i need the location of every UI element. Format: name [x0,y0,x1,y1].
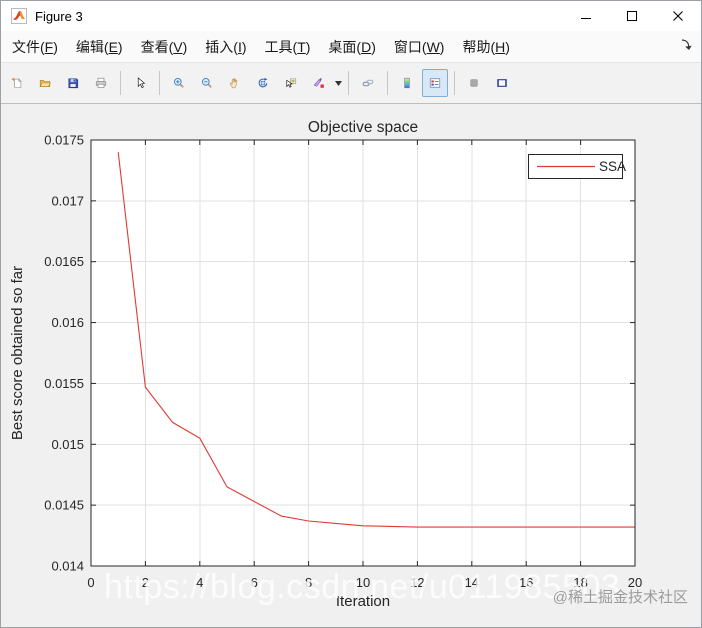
edit-plot-icon [137,77,146,88]
y-tick-label: 0.0175 [44,133,84,148]
print-figure-icon [95,77,107,88]
y-tick-label: 0.0165 [44,254,84,269]
edit-plot-button[interactable] [127,69,153,97]
maximize-icon [627,11,637,21]
open-file-icon [39,80,51,87]
menu-item-edit[interactable]: 编辑(E) [75,38,123,55]
show-plot-tools-button[interactable] [489,69,515,97]
show-plot-tools-icon [497,79,507,87]
y-tick-label: 0.016 [51,315,84,330]
x-tick-label: 12 [410,575,424,590]
menu-bar: 文件(F) 编辑(E) 查看(V) 插入(I) 工具(T) 桌面(D) 窗口(W) 帮助(H) [1,31,701,63]
series-line-ssa [117,152,635,528]
y-tick-label: 0.0155 [44,376,84,391]
x-tick-label: 6 [251,575,258,590]
x-tick-label: 0 [87,575,94,590]
toolbar-separator [159,71,160,95]
menu-item-view[interactable]: 查看(V) [140,38,188,55]
zoom-in-button[interactable] [166,69,192,97]
x-tick-label: 16 [519,575,533,590]
menu-item-insert[interactable]: 插入(I) [205,38,247,55]
x-tick-label: 18 [573,575,587,590]
hide-plot-tools-button[interactable] [461,69,487,97]
menu-item-tools[interactable]: 工具(T) [264,38,311,55]
link-plot-icon [362,79,374,87]
y-tick-label: 0.017 [51,193,84,208]
save-figure-icon [68,78,79,89]
legend[interactable]: SSA [528,154,627,179]
figure-canvas: 0 2 4 6 8 10 12 14 16 18 20 0.014 0.0145 0.015 0.0155 0… [1,104,701,627]
y-tick-label: 0.014 [51,559,84,574]
brush-dropdown-icon[interactable] [333,69,343,97]
x-tick-label: 8 [305,575,312,590]
y-tick-label: 0.0145 [44,498,84,513]
zoom-out-button[interactable] [194,69,220,97]
close-button[interactable] [655,1,701,31]
pan-icon [229,78,238,89]
menu-item-help[interactable]: 帮助(H) [462,38,510,55]
matlab-logo-icon [11,8,27,24]
close-icon [673,11,683,21]
menu-overflow-arrow-icon[interactable] [680,38,693,56]
toolbar-separator [120,71,121,95]
x-tick-label: 2 [142,575,149,590]
minimize-icon [581,18,591,19]
data-cursor-button[interactable] [278,69,304,97]
maximize-button[interactable] [609,1,655,31]
new-figure-icon [11,77,22,88]
toolbar-separator [348,71,349,95]
rotate-3d-icon [258,77,268,88]
pan-button[interactable] [222,69,248,97]
toolbar-separator [454,71,455,95]
x-tick-label: 20 [628,575,642,590]
menu-item-desktop[interactable]: 桌面(D) [328,38,376,55]
insert-legend-button[interactable] [422,69,448,97]
chart-title: Objective space [308,119,418,136]
data-cursor-icon [286,78,297,88]
insert-colorbar-button[interactable] [394,69,420,97]
legend-entry-label: SSA [599,159,626,174]
zoom-in-icon [173,77,184,88]
plot-svg: 0 2 4 6 8 10 12 14 16 18 20 0.014 0.0145 0.015 0.0155 0… [9,119,642,610]
new-figure-button[interactable] [4,69,30,97]
minimize-button[interactable] [563,1,609,31]
brush-data-icon [313,78,324,88]
x-tick-label: 10 [356,575,370,590]
toolbar-separator [387,71,388,95]
y-tick-label: 0.015 [51,437,84,452]
menu-item-window[interactable]: 窗口(W) [393,38,445,55]
insert-colorbar-icon [404,77,410,89]
brush-data-button[interactable] [306,69,332,97]
toolbar [1,63,701,104]
x-axis-label: Iteration [336,593,390,610]
hide-plot-tools-icon [470,79,478,87]
y-axis-label: Best score obtained so far [9,266,26,440]
x-tick-label: 14 [465,575,479,590]
rotate-3d-button[interactable] [250,69,276,97]
print-figure-button[interactable] [88,69,114,97]
menu-item-file[interactable]: 文件(F) [12,38,58,55]
open-file-button[interactable] [32,69,58,97]
zoom-out-icon [201,77,212,88]
title-bar[interactable]: Figure 3 [1,1,701,31]
save-figure-button[interactable] [60,69,86,97]
window-title: Figure 3 [35,8,83,24]
link-plot-button[interactable] [355,69,381,97]
x-tick-label: 4 [196,575,203,590]
insert-legend-icon [429,78,441,88]
